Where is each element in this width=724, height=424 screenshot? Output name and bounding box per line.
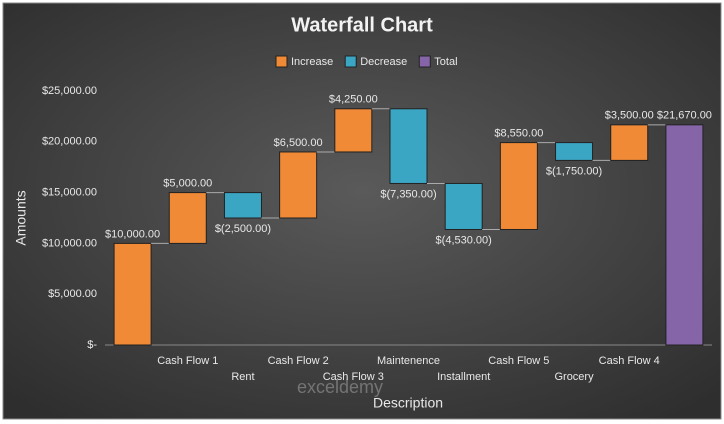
bar	[444, 182, 483, 230]
bar	[334, 108, 373, 153]
bar	[610, 124, 649, 161]
y-axis-title: Amounts	[13, 190, 29, 245]
data-label: $3,500.00	[605, 110, 654, 122]
bar	[113, 242, 152, 346]
bar	[223, 192, 262, 219]
x-tick-label: Cash Flow 2	[268, 355, 329, 367]
y-tick-label: $25,000.00	[42, 85, 97, 97]
bar	[389, 108, 428, 184]
bar	[499, 142, 538, 230]
x-tick-label: Grocery	[554, 371, 594, 383]
y-tick-label: $15,000.00	[42, 187, 97, 199]
legend-label: Increase	[291, 56, 333, 68]
bar	[279, 151, 318, 219]
legend-swatch	[418, 55, 431, 68]
chart-title: Waterfall Chart	[291, 14, 433, 36]
legend-swatch	[275, 55, 288, 68]
data-label: $4,250.00	[329, 94, 378, 106]
bar	[555, 142, 594, 161]
data-label: $(2,500.00)	[215, 223, 271, 235]
bar	[168, 192, 207, 244]
data-label: $(4,530.00)	[436, 234, 492, 246]
x-tick-label: Maintenence	[377, 355, 440, 367]
data-label: $10,000.00	[105, 228, 160, 240]
data-label: $8,550.00	[494, 128, 543, 140]
data-label: $6,500.00	[274, 137, 323, 149]
x-tick-label: Rent	[231, 371, 254, 383]
x-axis-title: Description	[373, 395, 443, 411]
legend-label: Decrease	[360, 56, 407, 68]
x-tick-label: Cash Flow 4	[599, 355, 660, 367]
y-tick-label: $20,000.00	[42, 136, 97, 148]
bar	[665, 124, 704, 346]
y-tick-label: $5,000.00	[48, 288, 97, 300]
legend-swatch	[344, 55, 357, 68]
watermark: exceldemy	[297, 377, 383, 397]
y-tick-label: $10,000.00	[42, 237, 97, 249]
legend-label: Total	[434, 56, 457, 68]
data-label: $21,670.00	[657, 110, 712, 122]
x-tick-label: Installment	[437, 371, 490, 383]
data-label: $5,000.00	[163, 178, 212, 190]
data-label: $(7,350.00)	[380, 188, 436, 200]
x-tick-label: Cash Flow 3	[323, 371, 384, 383]
y-tick-label: $-	[87, 339, 97, 351]
x-tick-label: Cash Flow 1	[157, 355, 218, 367]
x-tick-label: Cash Flow 5	[488, 355, 549, 367]
data-label: $(1,750.00)	[546, 165, 602, 177]
